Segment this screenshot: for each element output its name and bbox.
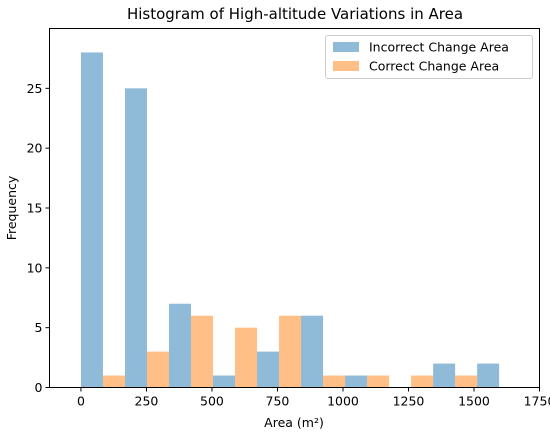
y-tick-label: 5	[35, 320, 43, 335]
y-tick-label: 15	[27, 201, 43, 216]
legend-label-incorrect: Incorrect Change Area	[369, 40, 509, 55]
y-tick-label: 10	[27, 260, 43, 275]
bar-correct-6	[367, 375, 390, 388]
bar-incorrect-5	[301, 315, 324, 388]
x-axis-label: Area (m²)	[264, 415, 324, 430]
y-tick-label: 20	[27, 141, 43, 156]
bar-incorrect-6	[345, 375, 368, 388]
x-tick-label: 1000	[327, 394, 359, 409]
bar-correct-0	[102, 375, 125, 388]
legend-label-correct: Correct Change Area	[369, 59, 499, 74]
x-tick-label: 250	[135, 394, 159, 409]
x-tick-label: 500	[200, 394, 224, 409]
x-tick-label: 1250	[393, 394, 425, 409]
legend: Incorrect Change Area Correct Change Area	[325, 35, 533, 79]
bar-correct-5	[323, 375, 346, 388]
bar-incorrect-4	[257, 351, 280, 388]
bar-correct-3	[235, 327, 258, 388]
legend-swatch-incorrect	[333, 42, 359, 52]
y-axis-label: Frequency	[4, 175, 19, 240]
bars-layer	[80, 52, 500, 388]
bar-correct-8	[455, 375, 478, 388]
bar-correct-2	[190, 315, 214, 388]
x-tick-label: 0	[77, 394, 85, 409]
y-axis-ticks: 0 5 10 15 20 25	[27, 81, 50, 395]
bar-incorrect-8	[433, 363, 456, 388]
plot-frame	[49, 28, 540, 388]
legend-box	[325, 35, 533, 79]
bar-incorrect-1	[124, 88, 147, 388]
chart-title: Histogram of High-altitude Variations in…	[127, 5, 463, 23]
bar-incorrect-0	[80, 52, 103, 388]
x-tick-label: 1500	[458, 394, 490, 409]
bar-correct-1	[146, 351, 169, 388]
y-tick-label: 0	[35, 380, 43, 395]
bar-incorrect-9	[477, 363, 500, 388]
bar-correct-4	[279, 315, 302, 388]
legend-swatch-correct	[333, 61, 359, 71]
bar-incorrect-2	[168, 303, 191, 388]
x-tick-label: 750	[266, 394, 290, 409]
y-tick-label: 25	[27, 81, 43, 96]
bar-correct-7	[411, 375, 434, 388]
bar-incorrect-3	[213, 375, 236, 388]
